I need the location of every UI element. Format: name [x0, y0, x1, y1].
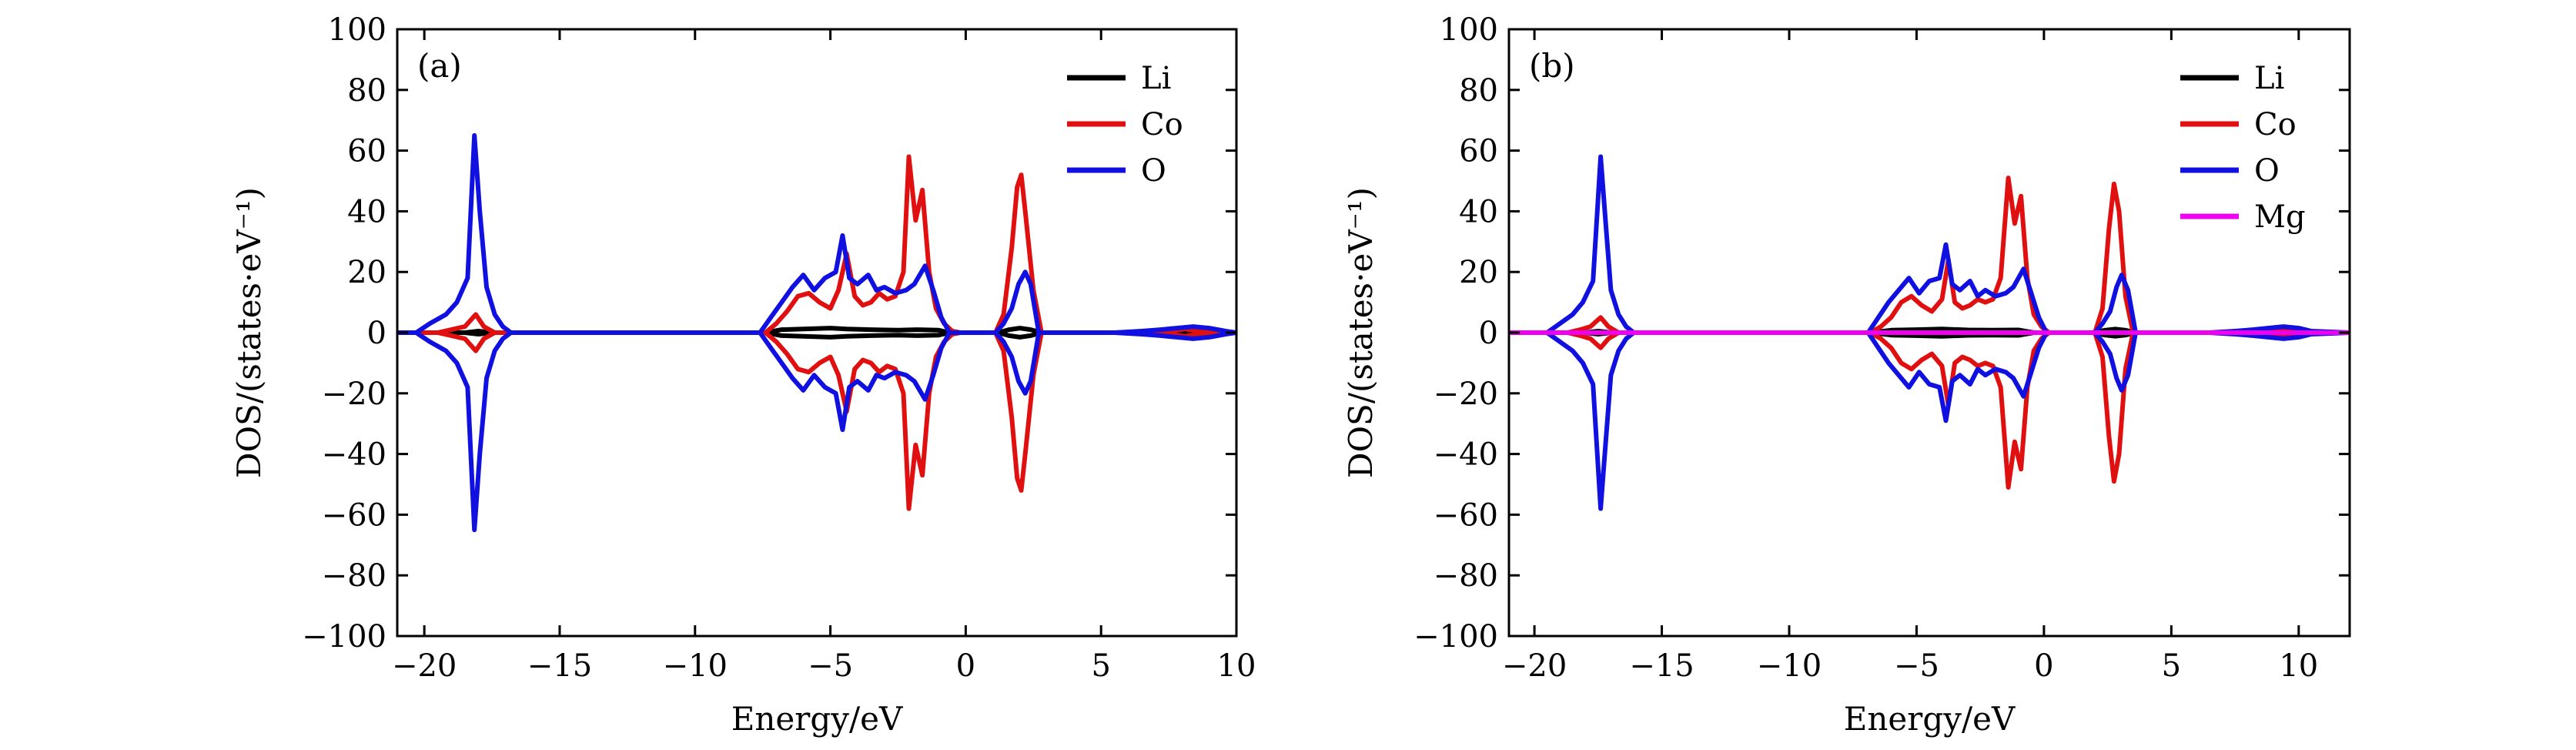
- y-tick-label: 80: [1459, 73, 1498, 109]
- y-tick-label: 20: [347, 255, 386, 290]
- x-tick-label: −15: [527, 648, 592, 684]
- series-line-o-down: [397, 330, 1236, 533]
- x-tick-label: 5: [1091, 648, 1110, 684]
- legend-label-mg: Mg: [2254, 199, 2306, 235]
- y-tick-label: 60: [347, 134, 386, 169]
- y-tick-label: 100: [1440, 12, 1498, 48]
- legend-label-co: Co: [2254, 107, 2297, 142]
- x-tick-label: −20: [392, 648, 457, 684]
- x-tick-label: −20: [1502, 648, 1567, 684]
- series-group: [1509, 154, 2350, 511]
- y-tick-label: 0: [1479, 316, 1498, 351]
- x-axis-title: Energy/eV: [731, 700, 903, 738]
- y-tick-label: −80: [322, 558, 386, 594]
- series-line-o-up: [397, 132, 1236, 335]
- y-tick-label: −100: [1413, 619, 1498, 655]
- y-tick-label: −60: [1434, 497, 1498, 533]
- legend-label-li: Li: [2254, 61, 2284, 96]
- chart-panel-b: −20 −15 −10 −5 0 5 10 100 80 60 40 20 0 −20 −40 −60 −80 −…: [1342, 12, 2351, 738]
- y-tick-label: 60: [1459, 134, 1498, 169]
- x-tick-label: −5: [808, 648, 853, 684]
- x-tick-label: 10: [2279, 648, 2318, 684]
- series-line-co-up: [1509, 176, 2350, 335]
- x-tick-label: −10: [663, 648, 728, 684]
- y-tick-label: −20: [1434, 377, 1498, 412]
- panel-label: (a): [417, 47, 462, 85]
- series-group: [397, 132, 1236, 533]
- x-tick-label: 0: [956, 648, 975, 684]
- x-tick-label: 10: [1217, 648, 1256, 684]
- x-tick-label: −15: [1629, 648, 1694, 684]
- y-tick-label: 0: [367, 316, 386, 351]
- series-line-o-up: [1509, 154, 2350, 335]
- x-tick-label: 5: [2162, 648, 2181, 684]
- x-tick-label: −10: [1757, 648, 1822, 684]
- y-tick-label: −60: [322, 497, 386, 533]
- y-tick-label: 100: [328, 12, 386, 48]
- series-line-o-down: [1509, 330, 2350, 511]
- series-line-co-down: [397, 330, 1236, 511]
- panel-label: (b): [1529, 47, 1575, 85]
- legend-label-co: Co: [1141, 107, 1183, 142]
- legend-label-o: O: [2254, 153, 2280, 189]
- y-tick-label: 40: [1459, 194, 1498, 229]
- legend-label-li: Li: [1141, 61, 1171, 96]
- y-tick-label: 80: [347, 73, 386, 109]
- y-tick-label: −20: [322, 377, 386, 412]
- y-axis-title: DOS/(states·eV⁻¹): [1342, 187, 1380, 478]
- y-tick-label: 40: [347, 194, 386, 229]
- y-tick-label: 20: [1459, 255, 1498, 290]
- y-tick-label: −80: [1434, 558, 1498, 594]
- y-tick-label: −40: [1434, 437, 1498, 473]
- y-axis-title: DOS/(states·eV⁻¹): [230, 187, 268, 478]
- x-tick-label: 0: [2034, 648, 2053, 684]
- chart-panel-a: −20 −15 −10 −5 0 5 10 100 80 60 40 20 0 −20 −40 −60 −80 −…: [230, 12, 1256, 738]
- legend-label-o: O: [1141, 153, 1166, 189]
- x-tick-label: −5: [1894, 648, 1939, 684]
- x-axis-title: Energy/eV: [1844, 700, 2016, 738]
- series-line-co-up: [397, 154, 1236, 335]
- y-tick-label: −100: [302, 619, 386, 655]
- series-line-co-down: [1509, 330, 2350, 490]
- y-tick-label: −40: [322, 437, 386, 473]
